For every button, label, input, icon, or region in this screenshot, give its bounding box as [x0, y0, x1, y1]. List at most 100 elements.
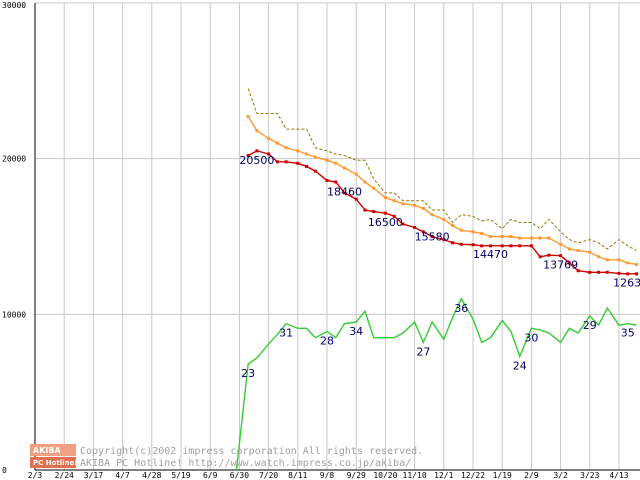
data-label: 27 [416, 345, 430, 358]
data-point-average [547, 236, 551, 240]
x-tick-label: 2/3 [28, 471, 43, 480]
data-point-min [538, 255, 542, 259]
data-point-average [529, 236, 533, 240]
x-tick-label: 10/20 [373, 471, 397, 480]
data-point-min [547, 253, 551, 257]
data-point-average [605, 258, 609, 262]
data-point-min [413, 225, 417, 229]
data-point-min [617, 271, 621, 275]
y-tick-labels: 0 10000 20000 30000 [2, 1, 26, 475]
data-point-average [354, 172, 358, 176]
data-label: 24 [513, 359, 527, 372]
y-tick-label: 20000 [2, 155, 26, 164]
x-tick-label: 2/9 [524, 471, 539, 480]
data-point-average [489, 235, 493, 238]
x-tick-label: 9/29 [347, 471, 366, 480]
logo-line2: PC Hotline! [33, 459, 77, 467]
x-tick-label: 8/11 [288, 471, 307, 480]
data-point-average [518, 236, 522, 240]
y-tick-label: 10000 [2, 310, 26, 319]
data-point-min [529, 244, 533, 248]
data-point-min [635, 272, 639, 276]
data-point-average [538, 236, 542, 240]
data-point-min [500, 244, 504, 248]
x-tick-label: 9/8 [320, 471, 335, 480]
data-label: 36 [454, 302, 468, 315]
x-tick-label: 7/20 [259, 471, 278, 480]
data-label: 16500 [368, 216, 403, 229]
data-point-min [518, 244, 522, 248]
data-point-min [363, 208, 367, 212]
data-point-min [588, 270, 592, 274]
x-tick-label: 11/10 [403, 471, 427, 480]
data-point-average [588, 250, 592, 254]
data-point-average [442, 217, 446, 221]
x-tick-label: 6/30 [230, 471, 249, 480]
data-point-average [255, 129, 259, 133]
x-tick-label: 3/17 [84, 471, 103, 480]
data-point-average [284, 146, 288, 150]
data-point-average [383, 196, 387, 200]
series-group [235, 88, 639, 471]
axes [34, 3, 640, 471]
data-label: 13769 [543, 259, 578, 272]
data-point-min [605, 270, 609, 274]
data-point-min [480, 244, 484, 248]
data-label: 34 [349, 325, 363, 338]
data-point-min [489, 244, 493, 248]
data-label: 35 [621, 327, 635, 340]
logo-line1: AKIBA [33, 446, 61, 455]
series-line-count [235, 297, 637, 471]
data-label: 23 [241, 367, 255, 380]
data-point-min [325, 178, 329, 182]
data-label: 18460 [327, 186, 362, 199]
x-tick-label: 3/23 [580, 471, 599, 480]
x-tick-label: 12/22 [461, 471, 485, 480]
data-point-average [246, 115, 250, 119]
data-point-min [392, 214, 396, 218]
data-point-average [451, 224, 455, 228]
data-point-min [442, 238, 446, 242]
data-point-min [401, 222, 405, 226]
data-point-average [617, 258, 621, 262]
data-point-min [576, 269, 580, 273]
data-point-average [597, 255, 601, 259]
y-tick-label: 30000 [2, 1, 26, 10]
data-point-min [597, 270, 601, 274]
data-label: 12630 [613, 276, 640, 289]
data-point-average [363, 180, 367, 184]
data-point-average [392, 199, 396, 203]
data-point-average [459, 228, 463, 232]
data-point-average [325, 158, 329, 162]
data-point-average [567, 247, 571, 251]
y-tick-label: 0 [2, 466, 7, 475]
data-point-min [246, 154, 250, 158]
data-point-min [626, 272, 630, 276]
data-point-min [334, 180, 338, 184]
data-point-average [635, 263, 639, 267]
data-point-average [413, 203, 417, 207]
data-point-min [343, 191, 347, 195]
data-point-min [284, 160, 288, 164]
data-point-average [559, 242, 563, 246]
data-point-average [267, 136, 271, 140]
data-point-min [313, 169, 317, 173]
copyright-line2: AKIBA PC Hotline! http://www.watch.impre… [80, 458, 411, 469]
x-tick-label: 4/28 [142, 471, 161, 480]
data-point-min [255, 149, 259, 153]
x-tick-label: 6/9 [203, 471, 218, 480]
data-point-average [313, 155, 317, 159]
data-point-average [626, 261, 630, 265]
data-point-average [401, 202, 405, 206]
data-point-min [296, 161, 300, 165]
data-labels: 20500 18460 16500 15580 14470 13769 12630 23 31 2… [239, 154, 640, 380]
series-line-max [247, 88, 637, 251]
akiba-logo: AKIBA PC Hotline! [30, 444, 77, 468]
data-label: 30 [524, 331, 538, 344]
copyright-line1: Copyright(c)2002 impress corporation All… [80, 446, 423, 457]
data-point-average [305, 152, 309, 156]
data-label: 20500 [239, 154, 274, 167]
data-point-min [451, 241, 455, 245]
